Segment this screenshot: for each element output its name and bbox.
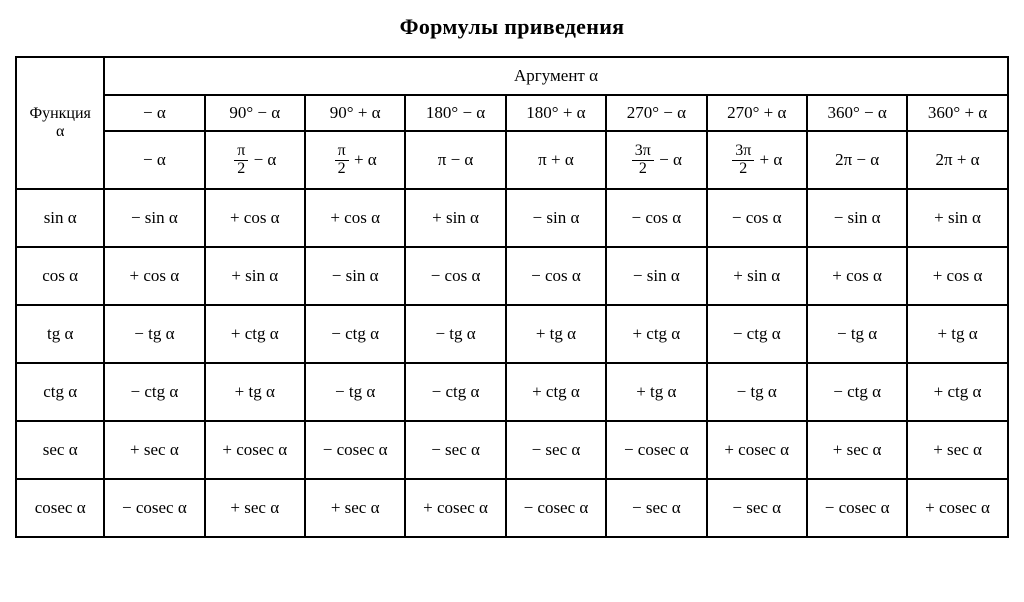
- formula-cell: + cosec α: [405, 479, 505, 537]
- arg-rad-cell: 3π 2 − α: [606, 131, 706, 189]
- formula-cell: + cos α: [104, 247, 204, 305]
- formula-cell: + ctg α: [506, 363, 606, 421]
- arg-deg-cell: 180° + α: [506, 95, 606, 131]
- formula-cell: + tg α: [205, 363, 305, 421]
- formula-cell: + sec α: [907, 421, 1007, 479]
- arg-rad-cell: 2π + α: [907, 131, 1007, 189]
- arg-deg-cell: 270° + α: [707, 95, 807, 131]
- formula-cell: − tg α: [104, 305, 204, 363]
- function-header-line2: α: [56, 123, 64, 140]
- formula-cell: − sin α: [305, 247, 405, 305]
- formula-cell: − tg α: [707, 363, 807, 421]
- formula-cell: + cosec α: [205, 421, 305, 479]
- formula-cell: + ctg α: [907, 363, 1007, 421]
- arg-rad-cell: π 2 + α: [305, 131, 405, 189]
- formula-cell: − sin α: [606, 247, 706, 305]
- formula-cell: + sin α: [405, 189, 505, 247]
- formula-cell: + tg α: [606, 363, 706, 421]
- formula-cell: + ctg α: [606, 305, 706, 363]
- formula-cell: + sec α: [305, 479, 405, 537]
- formula-cell: + cosec α: [907, 479, 1007, 537]
- formula-cell: − sec α: [405, 421, 505, 479]
- arg-deg-cell: 360° − α: [807, 95, 907, 131]
- formula-cell: − sin α: [506, 189, 606, 247]
- page: Формулы приведения Функция α Аргумент α …: [0, 0, 1024, 538]
- formula-cell: − sin α: [807, 189, 907, 247]
- argument-radians-row: − α π 2 − α π 2 + α π − α π + α: [16, 131, 1008, 189]
- formula-cell: + cos α: [305, 189, 405, 247]
- function-name-cell: sec α: [16, 421, 104, 479]
- table-row: sec α+ sec α+ cosec α− cosec α− sec α− s…: [16, 421, 1008, 479]
- formula-cell: − sec α: [506, 421, 606, 479]
- formula-cell: − ctg α: [707, 305, 807, 363]
- function-header-line1: Функция: [29, 105, 90, 122]
- formula-cell: + sec α: [205, 479, 305, 537]
- arg-deg-cell: 270° − α: [606, 95, 706, 131]
- formula-cell: − cosec α: [506, 479, 606, 537]
- function-name-cell: tg α: [16, 305, 104, 363]
- formula-cell: + ctg α: [205, 305, 305, 363]
- page-title: Формулы приведения: [0, 14, 1024, 40]
- formula-cell: − sec α: [606, 479, 706, 537]
- function-name-cell: ctg α: [16, 363, 104, 421]
- table-row: sin α− sin α+ cos α+ cos α+ sin α− sin α…: [16, 189, 1008, 247]
- table-header-row: Функция α Аргумент α: [16, 57, 1008, 95]
- reduction-formula-table: Функция α Аргумент α − α 90° − α 90° + α…: [15, 56, 1009, 538]
- arg-rad-cell: π 2 − α: [205, 131, 305, 189]
- formula-cell: + sin α: [907, 189, 1007, 247]
- formula-cell: + cosec α: [707, 421, 807, 479]
- argument-degrees-row: − α 90° − α 90° + α 180° − α 180° + α 27…: [16, 95, 1008, 131]
- formula-cell: + cos α: [807, 247, 907, 305]
- formula-cell: − tg α: [405, 305, 505, 363]
- formula-cell: + tg α: [506, 305, 606, 363]
- formula-cell: − cosec α: [807, 479, 907, 537]
- formula-cell: − cos α: [707, 189, 807, 247]
- formula-cell: − cos α: [506, 247, 606, 305]
- table-body: sin α− sin α+ cos α+ cos α+ sin α− sin α…: [16, 189, 1008, 537]
- arg-rad-cell: π + α: [506, 131, 606, 189]
- arg-deg-cell: 90° + α: [305, 95, 405, 131]
- formula-cell: − sec α: [707, 479, 807, 537]
- formula-cell: − ctg α: [807, 363, 907, 421]
- formula-cell: + sin α: [707, 247, 807, 305]
- arg-deg-cell: − α: [104, 95, 204, 131]
- arg-rad-cell: 3π 2 + α: [707, 131, 807, 189]
- formula-cell: − ctg α: [305, 305, 405, 363]
- formula-cell: − cos α: [405, 247, 505, 305]
- table-row: tg α− tg α+ ctg α− ctg α− tg α+ tg α+ ct…: [16, 305, 1008, 363]
- arg-deg-cell: 180° − α: [405, 95, 505, 131]
- formula-cell: − tg α: [305, 363, 405, 421]
- arg-rad-cell: π − α: [405, 131, 505, 189]
- function-header: Функция α: [16, 57, 104, 189]
- formula-cell: − tg α: [807, 305, 907, 363]
- formula-cell: − cos α: [606, 189, 706, 247]
- argument-group-header: Аргумент α: [104, 57, 1008, 95]
- fraction: π 2: [335, 143, 349, 178]
- formula-cell: + cos α: [205, 189, 305, 247]
- formula-cell: + sec α: [104, 421, 204, 479]
- formula-cell: − cosec α: [104, 479, 204, 537]
- fraction: π 2: [234, 143, 248, 178]
- fraction: 3π 2: [632, 143, 654, 178]
- arg-deg-cell: 90° − α: [205, 95, 305, 131]
- arg-deg-cell: 360° + α: [907, 95, 1007, 131]
- fraction: 3π 2: [732, 143, 754, 178]
- formula-cell: − cosec α: [606, 421, 706, 479]
- arg-rad-cell: − α: [104, 131, 204, 189]
- formula-cell: − ctg α: [104, 363, 204, 421]
- table-row: cos α+ cos α+ sin α− sin α− cos α− cos α…: [16, 247, 1008, 305]
- formula-cell: + tg α: [907, 305, 1007, 363]
- formula-cell: − ctg α: [405, 363, 505, 421]
- function-name-cell: cosec α: [16, 479, 104, 537]
- function-name-cell: cos α: [16, 247, 104, 305]
- formula-cell: + cos α: [907, 247, 1007, 305]
- formula-cell: − cosec α: [305, 421, 405, 479]
- formula-cell: + sec α: [807, 421, 907, 479]
- table-row: cosec α− cosec α+ sec α+ sec α+ cosec α−…: [16, 479, 1008, 537]
- formula-cell: + sin α: [205, 247, 305, 305]
- formula-cell: − sin α: [104, 189, 204, 247]
- function-name-cell: sin α: [16, 189, 104, 247]
- arg-rad-cell: 2π − α: [807, 131, 907, 189]
- table-row: ctg α− ctg α+ tg α− tg α− ctg α+ ctg α+ …: [16, 363, 1008, 421]
